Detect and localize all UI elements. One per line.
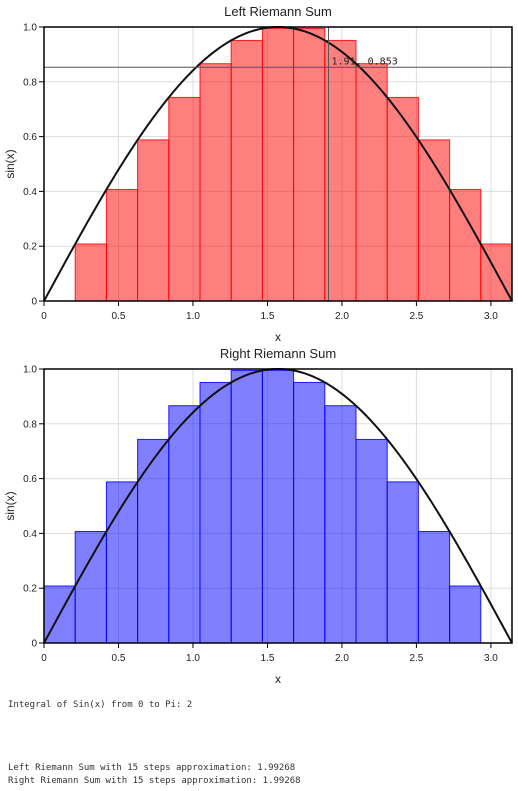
- y-tick-label: 0.8: [23, 77, 37, 88]
- x-tick-label: 0: [41, 653, 47, 664]
- integral-output: Integral of Sin(x) from 0 to Pi: 2: [8, 700, 193, 710]
- x-tick-label: 2.0: [335, 311, 349, 322]
- x-tick-label: 3.0: [484, 653, 498, 664]
- x-tick-label: 1.5: [261, 311, 275, 322]
- riemann-bar: [386, 481, 419, 644]
- y-tick-label: 0.4: [23, 187, 37, 198]
- riemann-bar: [449, 585, 482, 644]
- x-tick-label: 0: [41, 311, 47, 322]
- riemann-bar: [168, 405, 201, 644]
- x-axis-label: x: [275, 672, 281, 686]
- riemann-bar: [355, 438, 388, 644]
- y-tick-label: 0.6: [23, 132, 37, 143]
- y-tick-label: 0.6: [23, 474, 37, 485]
- riemann-bar: [137, 139, 170, 302]
- riemann-bar: [293, 381, 326, 644]
- right-riemann-chart: Right Riemann Sum 0 0.5 1.0 1.5 2.0 2.5 3.0 0 0.2…: [3, 346, 513, 686]
- riemann-bar: [74, 530, 107, 644]
- x-tick-label: 1.0: [186, 311, 200, 322]
- y-tick-label: 0.2: [23, 584, 37, 595]
- riemann-bar: [417, 530, 451, 644]
- left-riemann-chart: Left Riemann Sum 1.91, 0.853 0 0.5 1.0 1.5 2.0…: [3, 4, 513, 344]
- x-tick-label: 1.5: [261, 653, 275, 664]
- y-tick-label: 0: [31, 639, 37, 650]
- riemann-bar: [355, 63, 388, 302]
- y-axis-label: sin(x): [3, 491, 17, 520]
- x-tick-label: 0.5: [112, 653, 126, 664]
- x-tick-label: 2.0: [335, 653, 349, 664]
- riemann-bar: [199, 63, 232, 302]
- riemann-bar: [230, 369, 263, 644]
- riemann-bar: [261, 369, 295, 644]
- riemann-bar: [137, 438, 170, 644]
- x-axis-label: x: [275, 330, 281, 344]
- riemann-bar: [449, 188, 482, 302]
- plot-frame: [43, 368, 513, 644]
- riemann-bar: [417, 139, 451, 302]
- chart-title: Right Riemann Sum: [220, 346, 336, 361]
- left-sum-output: Left Riemann Sum with 15 steps approxima…: [8, 763, 296, 773]
- y-tick-label: 1.0: [23, 365, 37, 376]
- riemann-bar: [386, 96, 419, 302]
- riemann-bar: [105, 188, 139, 302]
- x-tick-label: 1.0: [186, 653, 200, 664]
- crosshair-readout: 1.91, 0.853: [332, 56, 398, 67]
- riemann-bar: [199, 381, 232, 644]
- x-tick-label: 3.0: [484, 311, 498, 322]
- riemann-bar: [324, 39, 357, 302]
- y-tick-label: 0.4: [23, 529, 37, 540]
- riemann-bar: [74, 243, 107, 302]
- riemann-bar: [293, 27, 326, 302]
- y-tick-label: 1.0: [23, 23, 37, 34]
- riemann-bar: [324, 405, 357, 644]
- riemann-bar: [261, 27, 295, 302]
- y-axis-label: sin(x): [3, 149, 17, 178]
- riemann-bar: [230, 39, 263, 302]
- x-tick-label: 0.5: [112, 311, 126, 322]
- y-tick-label: 0: [31, 297, 37, 308]
- x-tick-label: 2.5: [409, 311, 423, 322]
- y-tick-label: 0.2: [23, 242, 37, 253]
- plot-frame: [43, 26, 513, 302]
- y-tick-label: 0.8: [23, 419, 37, 430]
- right-sum-output: Right Riemann Sum with 15 steps approxim…: [8, 776, 301, 786]
- chart-title: Left Riemann Sum: [224, 4, 332, 19]
- riemann-bar: [168, 96, 201, 302]
- x-tick-label: 2.5: [409, 653, 423, 664]
